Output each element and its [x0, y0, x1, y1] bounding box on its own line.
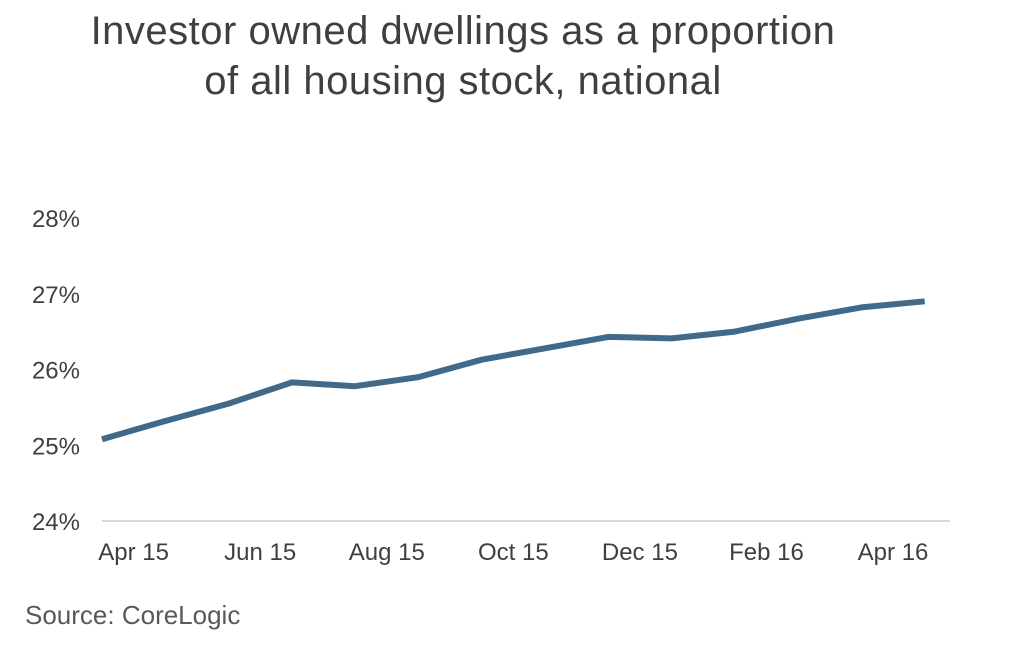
series-line	[101, 298, 925, 443]
source-note: Source: CoreLogic	[25, 600, 241, 630]
x-tick-label: Jun 15	[224, 539, 296, 566]
x-tick-label: Oct 15	[478, 539, 549, 566]
chart-title-line-2: of all housing stock, national	[204, 59, 722, 103]
x-tick-label: Dec 15	[602, 539, 678, 566]
y-axis-ticks: 24% 25% 26% 27% 28%	[32, 206, 80, 536]
x-tick-label: Apr 15	[98, 539, 169, 566]
y-tick-label: 28%	[32, 206, 80, 233]
x-tick-label: Feb 16	[729, 539, 804, 566]
x-tick-label: Apr 16	[858, 539, 929, 566]
chart-title: Investor owned dwellings as a proportion…	[0, 6, 926, 106]
y-tick-label: 26%	[32, 358, 80, 385]
x-axis-ticks: Apr 15 Jun 15 Aug 15 Oct 15 Dec 15 Feb 16 Apr …	[98, 539, 928, 566]
y-tick-label: 24%	[32, 509, 80, 536]
y-tick-label: 27%	[32, 282, 80, 309]
y-tick-label: 25%	[32, 433, 80, 460]
x-tick-label: Aug 15	[349, 539, 425, 566]
series-group	[101, 298, 925, 443]
chart-title-line-1: Investor owned dwellings as a proportion	[90, 9, 836, 53]
